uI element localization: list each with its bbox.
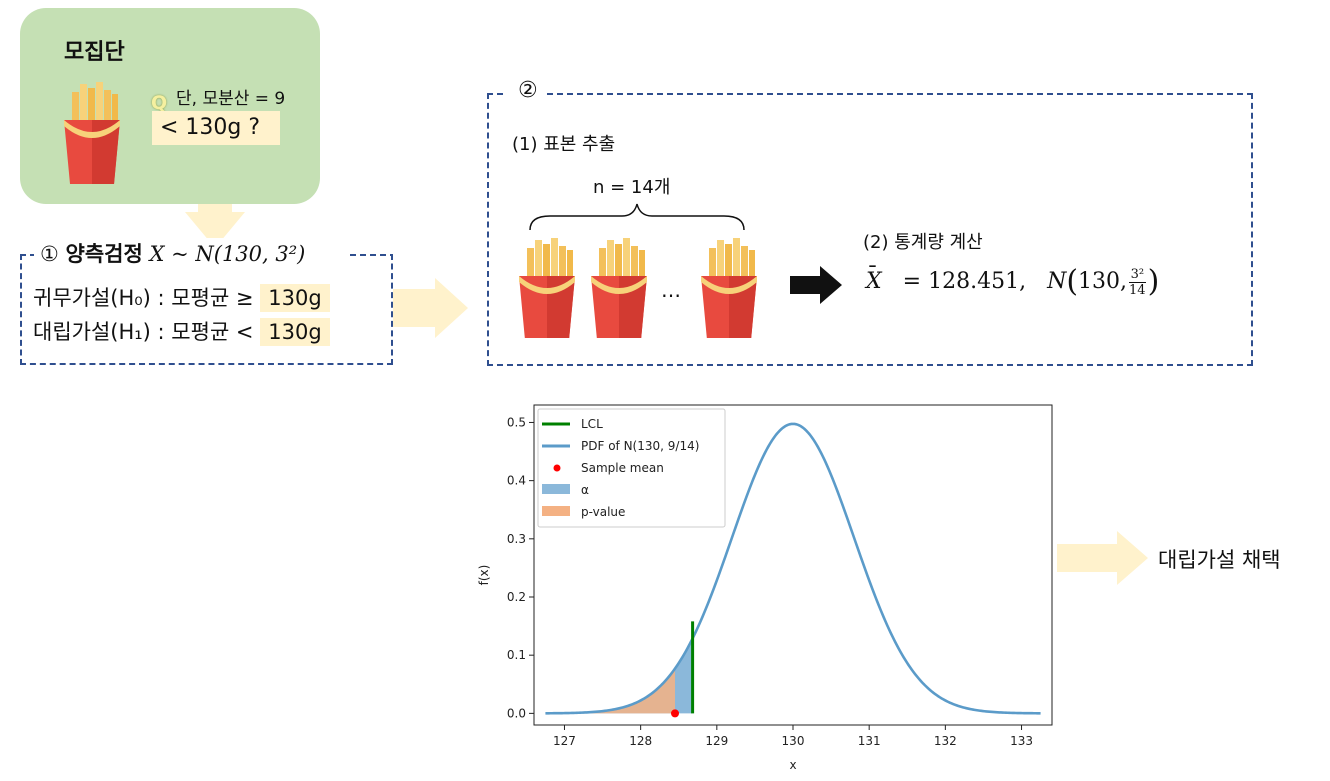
- sampling-box: [487, 93, 1253, 366]
- legend-pdf-label: PDF of N(130, 9/14): [581, 439, 699, 453]
- hypothesis-box: [20, 254, 393, 365]
- y-tick-label: 0.3: [507, 532, 526, 546]
- x-tick-label: 133: [1010, 734, 1033, 748]
- normal-test-chart: 127 128 129 130 131 132 1330.00.10.20.30.40.5 …: [477, 404, 1053, 772]
- pvalue-region: [545, 668, 676, 714]
- population-title: 모집단: [64, 40, 125, 65]
- y-tick-label: 0.5: [507, 415, 526, 429]
- y-tick-label: 0.0: [507, 706, 526, 720]
- sampling-step1: (1) 표본 추출: [512, 134, 616, 155]
- sample-fries-icon-3: [701, 238, 757, 338]
- sample-fries-icons: [519, 238, 757, 338]
- sample-mean-point: [671, 709, 680, 718]
- x-tick-label: 131: [858, 734, 881, 748]
- alt-hypothesis-label: 대립가설(H₁) : 모평균 <: [33, 320, 254, 344]
- legend-lcl-label: LCL: [581, 417, 603, 431]
- null-hypothesis-value: 130g: [260, 284, 330, 312]
- legend-sample-label: Sample mean: [581, 461, 664, 475]
- sample-size-label: n = 14개: [593, 177, 671, 198]
- x-axis-label: x: [789, 758, 796, 772]
- x-tick-label: 128: [629, 734, 652, 748]
- sampling-number: ②: [510, 78, 546, 103]
- xbar-value: = 128.451,: [902, 269, 1027, 294]
- y-axis-label: f(x): [477, 565, 491, 586]
- sample-fries-icon-2: [591, 238, 647, 338]
- population-condition: 단, 모분산 = 9: [176, 89, 286, 109]
- statistic-equation: X ¯ = 128.451, N(130, 3² 14): [866, 263, 1160, 299]
- ellipsis: …: [661, 278, 681, 302]
- legend-alpha-swatch: [542, 484, 570, 494]
- x-tick-label: 130: [782, 734, 805, 748]
- xbar-symbol: X ¯: [866, 263, 882, 294]
- sample-fries-icon-1: [519, 238, 575, 338]
- legend-sample-swatch: [553, 464, 561, 472]
- null-hypothesis: 귀무가설(H₀) : 모평균 ≥ 130g: [33, 282, 330, 312]
- legend-alpha-label: α: [581, 483, 589, 497]
- decision-text: 대립가설 채택: [1158, 548, 1281, 572]
- legend: LCL PDF of N(130, 9/14) Sample mean α p-…: [537, 408, 726, 528]
- pdf-curve: [545, 422, 1041, 715]
- population-question: < 130g ?: [152, 111, 280, 145]
- hypothesis-test-name: 양측검정: [65, 242, 143, 266]
- hypothesis-number: ①: [40, 242, 59, 266]
- dist-variance: 3² 14: [1129, 267, 1146, 298]
- dist-var-den: 14: [1129, 282, 1146, 298]
- alt-hypothesis: 대립가설(H₁) : 모평균 < 130g: [33, 316, 330, 346]
- y-tick-label: 0.4: [507, 474, 526, 488]
- hypothesis-top-border: [20, 254, 393, 256]
- x-tick-label: 129: [705, 734, 728, 748]
- q-icon: Q: [151, 92, 168, 114]
- legend-pvalue-swatch: [542, 506, 570, 516]
- population-fries-icon: [64, 82, 120, 184]
- compute-arrow: [790, 266, 842, 304]
- hypothesis-formula: X ~ N(130, 3²): [149, 242, 306, 266]
- legend-pvalue-label: p-value: [581, 505, 625, 519]
- y-tick-label: 0.1: [507, 648, 526, 662]
- decision-arrow: [1057, 531, 1148, 585]
- hypothesis-title: ① 양측검정 X ~ N(130, 3²): [34, 238, 312, 268]
- legend-box: [537, 408, 726, 528]
- sampling-step2: (2) 통계량 계산: [863, 232, 983, 253]
- dist-prefix: N: [1047, 269, 1067, 294]
- dist-mean: 130,: [1078, 269, 1128, 294]
- y-tick-label: 0.2: [507, 590, 526, 604]
- right-arrow: [393, 278, 468, 338]
- x-tick-label: 127: [553, 734, 576, 748]
- sampling-top-border: [487, 93, 1253, 95]
- alt-hypothesis-value: 130g: [260, 318, 330, 346]
- null-hypothesis-label: 귀무가설(H₀) : 모평균 ≥: [33, 286, 254, 310]
- dist-var-num: 3²: [1129, 266, 1146, 283]
- x-tick-label: 132: [934, 734, 957, 748]
- brace: [529, 203, 745, 231]
